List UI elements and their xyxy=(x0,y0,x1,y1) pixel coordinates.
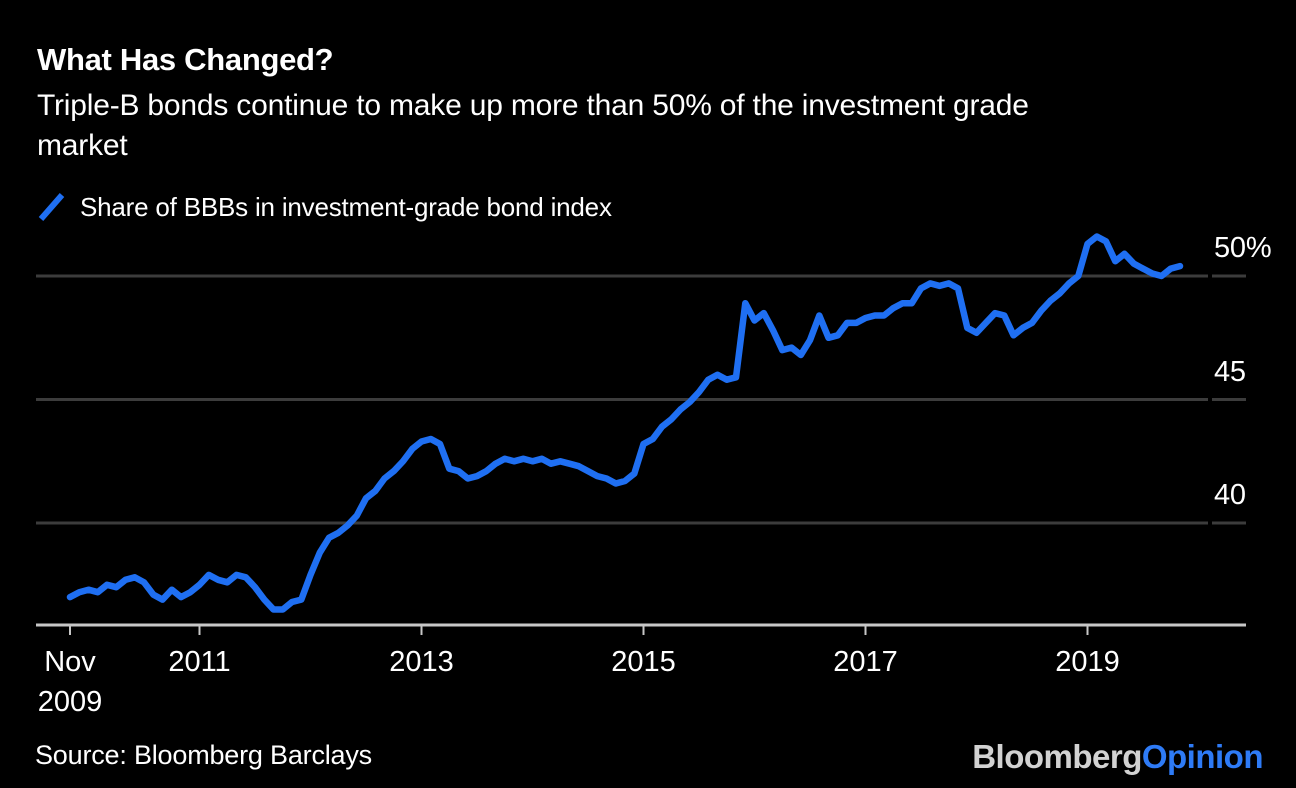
logo-bloomberg: Bloomberg xyxy=(972,738,1142,775)
x-axis-label: Nov 2009 xyxy=(38,642,103,722)
legend: Share of BBBs in investment-grade bond i… xyxy=(36,190,612,224)
y-axis-label: 40 xyxy=(1214,479,1246,511)
y-axis-label: 45 xyxy=(1214,355,1246,388)
bloomberg-opinion-logo: BloombergOpinion xyxy=(972,738,1263,776)
chart-subtitle-line2: market xyxy=(37,129,128,162)
x-axis-label: 2013 xyxy=(389,642,454,682)
x-axis-label-line1: 2019 xyxy=(1055,646,1120,678)
x-axis-label-line1: 2011 xyxy=(168,646,231,678)
x-axis-label: 2017 xyxy=(833,642,898,682)
y-axis-label: 50% xyxy=(1214,232,1272,264)
x-axis-label: 2015 xyxy=(611,642,676,682)
x-axis-label-line1: 2017 xyxy=(833,646,898,678)
chart-subtitle-line1: Triple-B bonds continue to make up more … xyxy=(37,89,1029,122)
x-axis-label-line1: 2015 xyxy=(611,646,676,678)
x-axis-label-line1: Nov xyxy=(44,646,96,678)
x-axis-labels: Nov 2009 2011 2013 2015 2017 2019 xyxy=(0,642,1296,722)
legend-label: Share of BBBs in investment-grade bond i… xyxy=(80,191,612,222)
bbb-share-line xyxy=(66,233,1184,613)
source-note: Source: Bloomberg Barclays xyxy=(35,740,372,770)
chart-subtitle: Triple-B bonds continue to make up more … xyxy=(37,86,1029,166)
x-axis-ticks xyxy=(69,625,1089,635)
x-axis-label-line2: 2009 xyxy=(37,686,103,718)
legend-slash-icon xyxy=(38,193,65,221)
chart-title: What Has Changed? xyxy=(37,42,334,77)
gridlines xyxy=(36,274,1246,525)
x-axis-label: 2019 xyxy=(1055,642,1120,682)
logo-opinion: Opinion xyxy=(1141,738,1264,775)
x-axis-label-line1: 2013 xyxy=(389,646,454,678)
x-axis-label: 2011 xyxy=(168,642,230,682)
